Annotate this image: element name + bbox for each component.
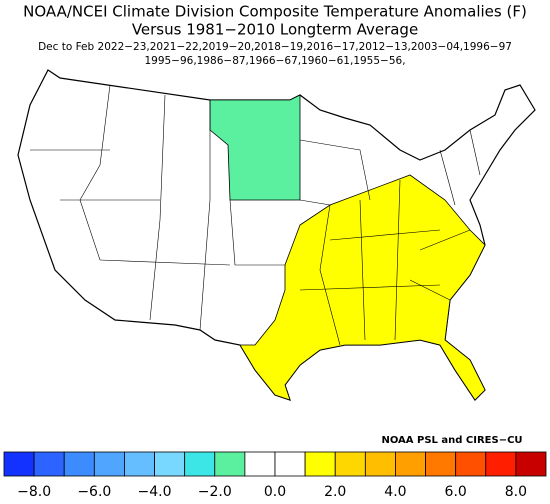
colorbar-label: 0.0 — [264, 484, 286, 500]
colorbar-box — [124, 451, 155, 477]
colorbar-box — [455, 451, 487, 477]
colorbar-label: −2.0 — [198, 484, 232, 500]
colorbar-box — [93, 451, 125, 477]
title: NOAA/NCEI Climate Division Composite Tem… — [23, 3, 527, 21]
colorbar-box — [63, 451, 95, 477]
colorbar-box — [395, 451, 426, 477]
period: 1995−96,1986−87,1966−67,1960−61,1955−56, — [144, 55, 405, 67]
colorbar-box — [274, 451, 306, 477]
colorbar-label: 4.0 — [384, 484, 406, 500]
colorbar-label: 8.0 — [505, 484, 527, 500]
subtitle: Versus 1981−2010 Longterm Average — [132, 21, 418, 39]
colorbar-box — [425, 451, 457, 477]
colorbar-box — [184, 451, 216, 477]
colorbar-box — [33, 451, 65, 477]
colorbar-box — [515, 451, 547, 477]
colorbar-box — [485, 451, 517, 477]
period: Dec to Feb 2022−23,2021−22,2019−20,2018−… — [38, 41, 512, 53]
colorbar-label: 2.0 — [324, 484, 346, 500]
colorbar-box — [244, 451, 276, 477]
colorbar-label: 6.0 — [445, 484, 467, 500]
colorbar-box — [154, 451, 186, 477]
colorbar-box — [3, 451, 35, 477]
division-lines — [30, 84, 481, 346]
colorbar-label: −8.0 — [17, 484, 51, 500]
map — [17, 69, 536, 401]
colorbar-label: −4.0 — [138, 484, 172, 500]
negative-anomaly-region — [209, 94, 301, 201]
colorbar-box — [364, 451, 396, 477]
colorbar-box — [304, 451, 336, 477]
colorbar: −8.0 −6.0 −4.0 −2.0 0.0 2.0 4.0 6.0 8.0 — [3, 451, 547, 500]
credit: NOAA PSL and CIRES−CU — [381, 435, 522, 446]
colorbar-box — [334, 451, 366, 477]
colorbar-box — [214, 451, 246, 477]
colorbar-label: −6.0 — [77, 484, 111, 500]
